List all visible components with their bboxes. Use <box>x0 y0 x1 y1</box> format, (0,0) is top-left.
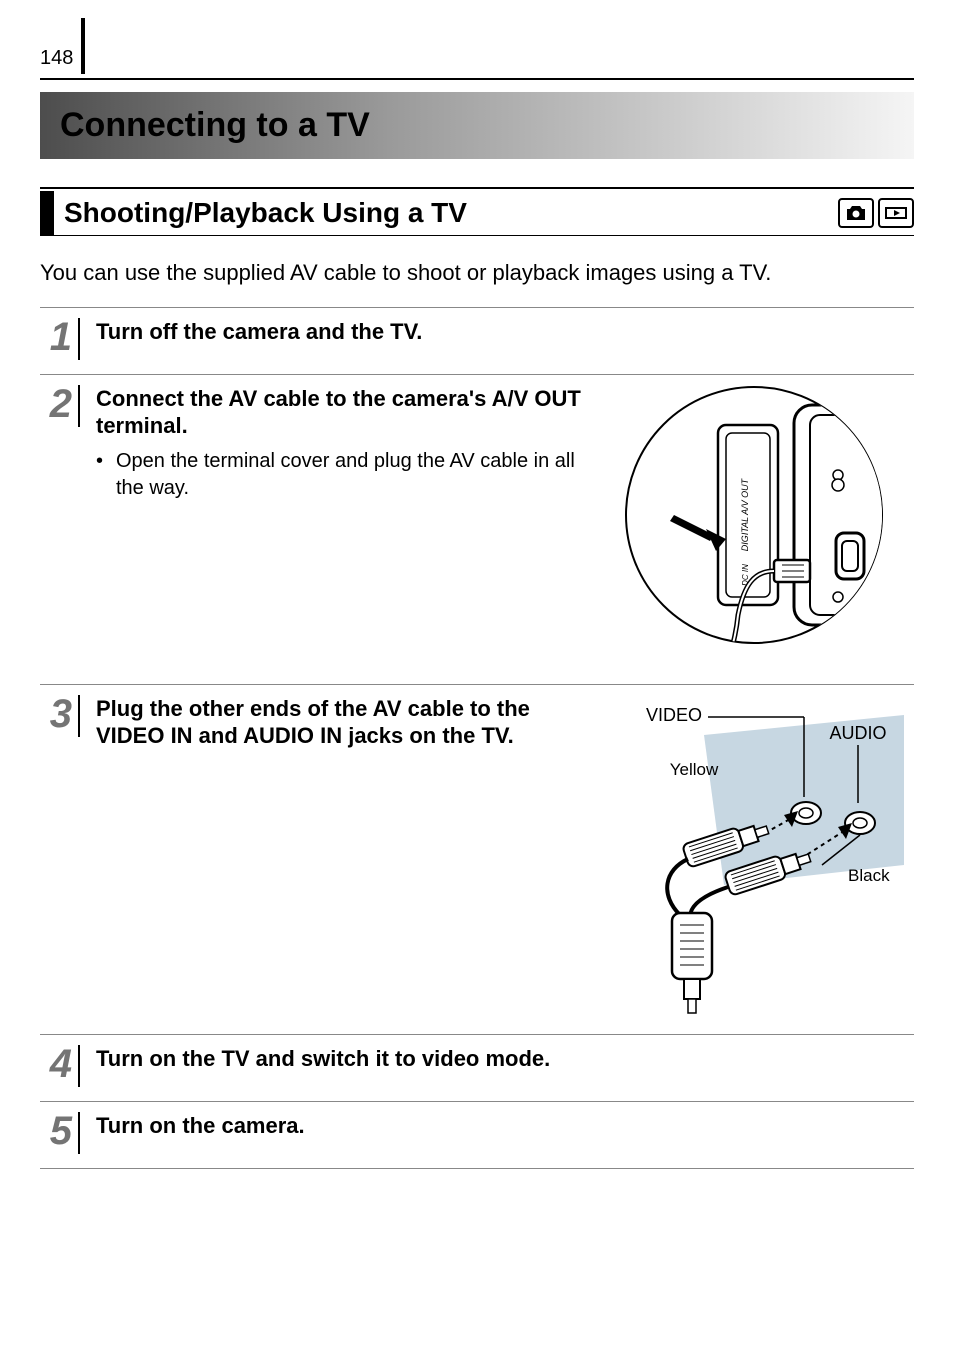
mode-icon-group <box>838 198 914 228</box>
shooting-mode-icon <box>838 198 874 228</box>
section-title-wrap: Shooting/Playback Using a TV <box>40 191 467 235</box>
step-body: Connect the AV cable to the camera's A/V… <box>96 385 914 670</box>
step-text: Plug the other ends of the AV cable to t… <box>96 695 584 1020</box>
page-number-divider-horizontal <box>40 78 914 80</box>
step-heading: Turn off the camera and the TV. <box>96 318 914 346</box>
bullet-text: Open the terminal cover and plug the AV … <box>116 448 604 502</box>
chapter-title: Connecting to a TV <box>40 92 914 159</box>
step-5: 5 Turn on the camera. <box>40 1102 914 1169</box>
step-number: 2 <box>40 385 80 427</box>
step-text: Connect the AV cable to the camera's A/V… <box>96 385 604 670</box>
yellow-label: Yellow <box>670 760 719 779</box>
step-text: Turn on the TV and switch it to video mo… <box>96 1045 914 1087</box>
page-number: 148 <box>40 47 81 70</box>
step-number: 4 <box>40 1045 80 1087</box>
tv-jacks-figure: VIDEO AUDIO Yellow <box>594 695 914 1020</box>
page-number-block: 148 <box>40 20 914 70</box>
page-number-divider-vertical <box>81 18 85 74</box>
step-body: Turn on the TV and switch it to video mo… <box>96 1045 914 1087</box>
step-heading: Turn on the camera. <box>96 1112 914 1140</box>
step-body: Turn on the camera. <box>96 1112 914 1154</box>
step-number: 5 <box>40 1112 80 1154</box>
step-number: 3 <box>40 695 80 737</box>
audio-label: AUDIO <box>829 723 886 743</box>
section-header-row: Shooting/Playback Using a TV <box>40 187 914 236</box>
step-3: 3 Plug the other ends of the AV cable to… <box>40 685 914 1035</box>
step-2: 2 Connect the AV cable to the camera's A… <box>40 375 914 685</box>
video-label: VIDEO <box>646 705 702 725</box>
step-heading: Plug the other ends of the AV cable to t… <box>96 695 584 750</box>
step-body: Plug the other ends of the AV cable to t… <box>96 695 914 1020</box>
section-title-bar <box>40 191 54 235</box>
step-heading: Connect the AV cable to the camera's A/V… <box>96 385 604 440</box>
step-4: 4 Turn on the TV and switch it to video … <box>40 1035 914 1102</box>
steps-list: 1 Turn off the camera and the TV. 2 Conn… <box>40 307 914 1169</box>
bullet-marker: • <box>96 448 116 502</box>
intro-paragraph: You can use the supplied AV cable to sho… <box>40 258 914 289</box>
terminal-label: DIGITAL A/V OUT <box>740 477 750 551</box>
audio-jack <box>845 812 875 834</box>
step-bullet: • Open the terminal cover and plug the A… <box>96 448 604 502</box>
step-1: 1 Turn off the camera and the TV. <box>40 308 914 375</box>
camera-end-plug <box>672 913 712 1013</box>
step-number: 1 <box>40 318 80 360</box>
manual-page: 148 Connecting to a TV Shooting/Playback… <box>0 0 954 1209</box>
step-body: Turn off the camera and the TV. <box>96 318 914 360</box>
step-text: Turn off the camera and the TV. <box>96 318 914 360</box>
step-heading: Turn on the TV and switch it to video mo… <box>96 1045 914 1073</box>
black-label: Black <box>848 866 890 885</box>
section-title: Shooting/Playback Using a TV <box>64 197 467 229</box>
camera-av-figure: DIGITAL A/V OUT DC IN <box>614 385 914 670</box>
playback-mode-icon <box>878 198 914 228</box>
step-text: Turn on the camera. <box>96 1112 914 1154</box>
